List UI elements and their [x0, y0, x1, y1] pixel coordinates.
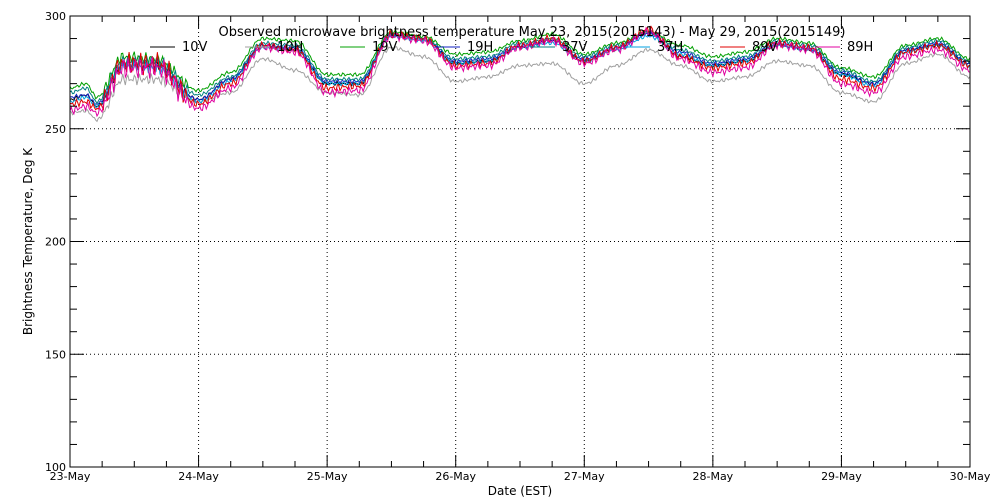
y-tick-label: 200 — [45, 236, 66, 249]
y-tick-label: 150 — [45, 348, 66, 361]
legend-label-19h: 19H — [467, 40, 493, 55]
y-tick-label: 100 — [45, 461, 66, 474]
y-tick-label: 250 — [45, 123, 66, 136]
series-line-89h — [69, 26, 971, 118]
legend-label-19v: 19V — [372, 40, 398, 55]
x-tick-label: 29-May — [821, 470, 862, 483]
legend-label-37h: 37H — [657, 40, 683, 55]
x-tick-label: 30-May — [950, 470, 991, 483]
series-line-89v — [69, 25, 971, 112]
series-line-37v — [69, 28, 971, 105]
legend: 10V 10H 19V 19H 37V 37H 89V 89H — [150, 40, 873, 55]
series-line-19v — [69, 29, 971, 100]
y-axis-title: Brightness Temperature, Deg K — [21, 147, 35, 335]
grid-lines — [70, 16, 970, 467]
x-tick-label: 26-May — [435, 470, 476, 483]
x-tick-label: 23-May — [50, 470, 91, 483]
series-line-10h — [69, 46, 971, 123]
legend-label-89h: 89H — [847, 40, 873, 55]
x-tick-label: 25-May — [307, 470, 348, 483]
chart-title: Observed microwave brightness temperatur… — [219, 25, 846, 40]
x-axis-title: Date (EST) — [488, 484, 552, 498]
x-tick-label: 24-May — [178, 470, 219, 483]
y-tick-label: 300 — [45, 10, 66, 23]
legend-label-10h: 10H — [277, 40, 303, 55]
legend-label-37v: 37V — [562, 40, 588, 55]
series-lines — [69, 25, 971, 123]
tick-labels: 100 150 200 250 300 23-May 24-May 25-May 26-May 2… — [45, 10, 991, 483]
legend-label-10v: 10V — [182, 40, 208, 55]
x-tick-label: 27-May — [564, 470, 605, 483]
axis-ticks — [69, 15, 971, 468]
legend-label-89v: 89V — [752, 40, 778, 55]
x-tick-label: 28-May — [692, 470, 733, 483]
